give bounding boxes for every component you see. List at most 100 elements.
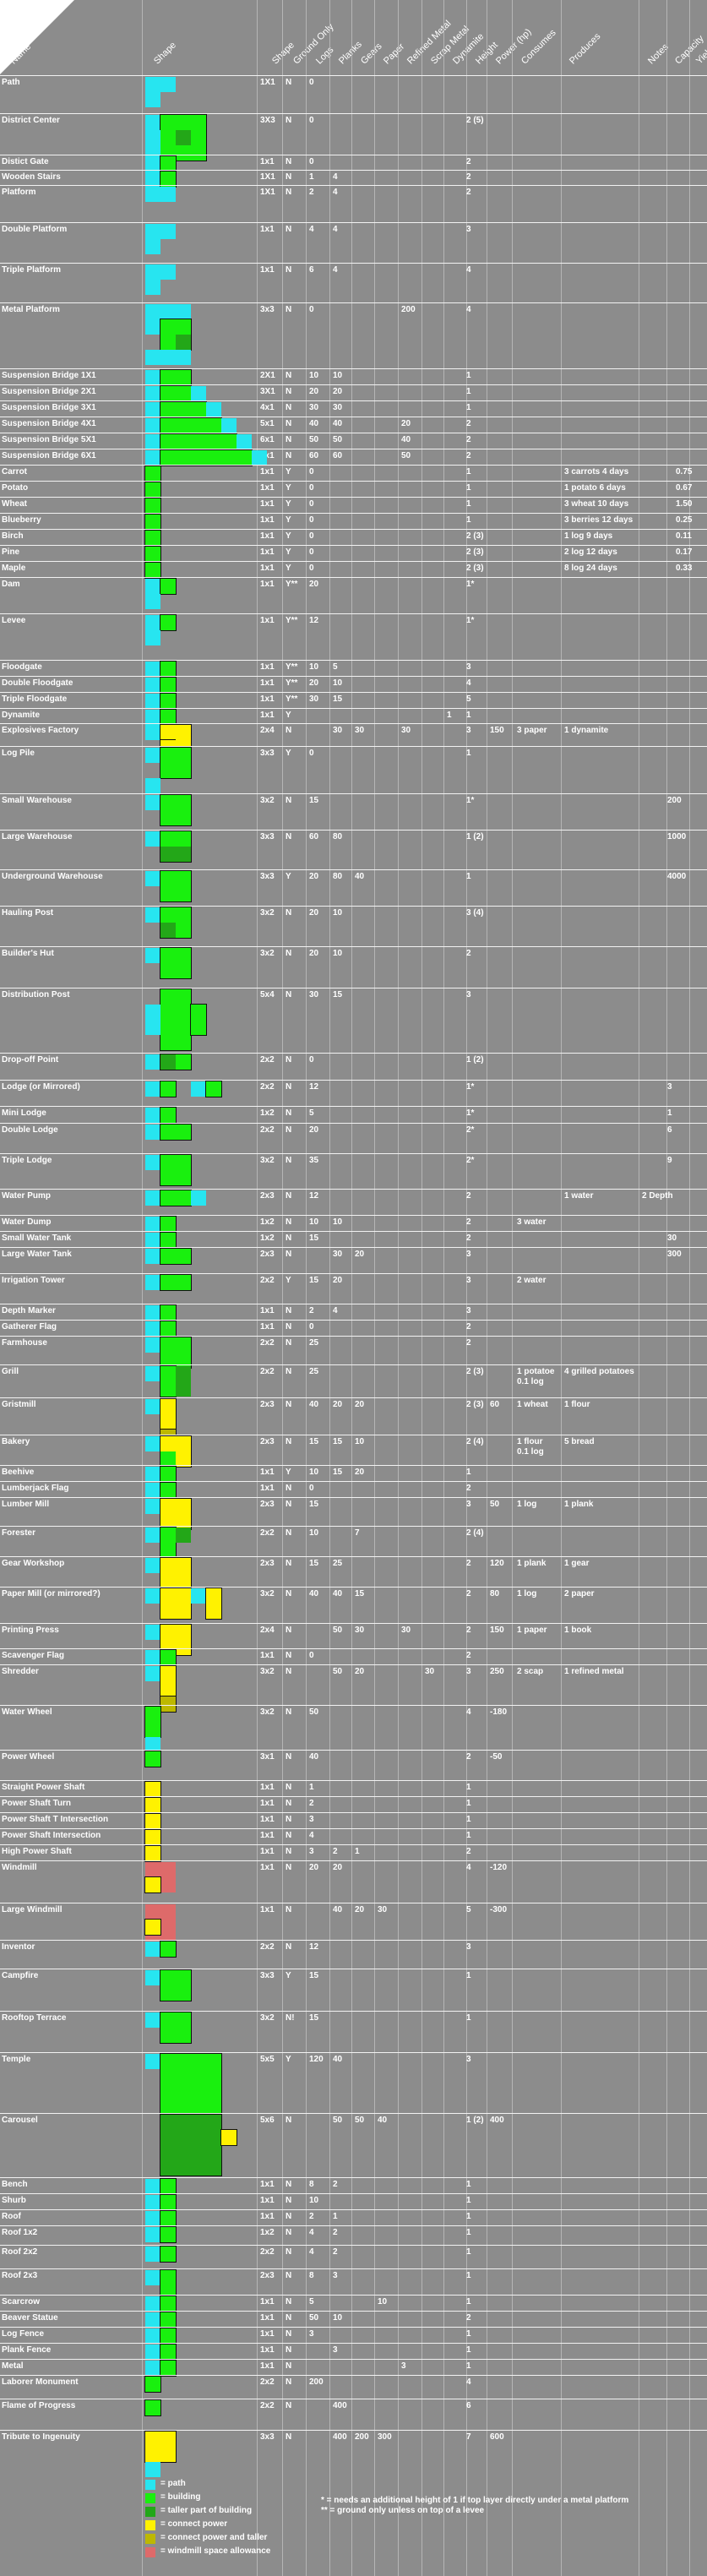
row-separator: [0, 1828, 707, 1829]
planks-cell: 4: [333, 1306, 338, 1315]
column-gridline: [306, 0, 307, 2576]
shape-cell: 2x3: [260, 1500, 275, 1509]
row-separator: [0, 561, 707, 562]
planks-cell: 60: [333, 451, 343, 460]
power-cell: 120: [490, 1559, 504, 1568]
row-separator: [0, 1053, 707, 1054]
gears-cell: 20: [355, 1667, 365, 1676]
ground-cell: N: [286, 2212, 292, 2221]
building-name: Suspension Bridge 4X1: [2, 419, 96, 428]
shape-cell: [205, 1588, 222, 1620]
ground-cell: N: [286, 1831, 292, 1840]
height-cell: 2*: [466, 1156, 475, 1165]
logs-cell: 10: [309, 1217, 319, 1227]
shape-cell: 5x4: [260, 990, 275, 999]
row-separator: [0, 2193, 707, 2194]
table-row: Grill 2x2 N 25 2 (3) 1 potatoe 4 grilled potat…: [0, 1365, 707, 1397]
shape-cell: [191, 1081, 206, 1097]
planks-cell: 40: [333, 1589, 343, 1598]
shape-cell: 3x2: [260, 949, 275, 958]
table-row: Double Platform 1x1 N 4 4 3: [0, 224, 707, 254]
row-separator: [0, 368, 707, 369]
ground-cell: Y: [286, 564, 291, 573]
shape-cell: [145, 725, 160, 740]
shape-cell: 1x2: [260, 2228, 275, 2237]
shape-cell: [145, 2211, 160, 2226]
shape-cell: [145, 2312, 160, 2328]
paper-cell: 300: [378, 2432, 392, 2442]
shape-cell: [145, 187, 160, 202]
shape-cell: [145, 115, 160, 130]
building-name: Underground Warehouse: [2, 872, 103, 881]
column-gridline: [689, 0, 690, 2576]
building-name: Forester: [2, 1528, 36, 1538]
column-header: Logs: [314, 45, 336, 67]
building-name: Suspension Bridge 6X1: [2, 451, 96, 460]
ground-cell: N: [286, 1234, 292, 1243]
shape-cell: [144, 2399, 161, 2416]
shape-cell: [176, 1528, 191, 1543]
table-row: Power Shaft T Intersection 1x1 N 3 1: [0, 1813, 707, 1830]
planks-cell: 30: [333, 1250, 343, 1259]
shape-cell: [145, 907, 160, 923]
header: Name Shape Shape Ground Only Logs Planks Gears…: [0, 0, 707, 74]
table-row: Mini Lodge 1x2 N 5 1* 1: [0, 1107, 707, 1124]
ground-cell: Y: [286, 711, 291, 720]
building-name: Suspension Bridge 1X1: [2, 371, 96, 380]
shape-cell: [190, 1004, 207, 1036]
shape-cell: [160, 1232, 177, 1249]
shape-cell: [160, 369, 192, 386]
notes-cell: 2 log 12 days: [564, 547, 617, 557]
shape-cell: 3x1: [260, 1752, 275, 1762]
ground-cell: N: [286, 1338, 292, 1348]
shape-cell: 1x1: [260, 515, 275, 525]
consumes-cell: 3 water: [517, 1217, 547, 1227]
height-cell: 2 (3): [466, 1400, 484, 1409]
shape-cell: 1x1: [260, 2196, 275, 2205]
row-separator: [0, 708, 707, 709]
yield-cell: 1.50: [676, 499, 693, 509]
ground-cell: N: [286, 1082, 292, 1092]
shape-cell: [144, 514, 161, 531]
capacity-cell: 1000: [667, 832, 687, 841]
building-name: Double Lodge: [2, 1125, 58, 1135]
shape-cell: 1X1: [260, 188, 275, 197]
header-corner: [0, 0, 74, 74]
logs-cell: 2: [309, 2212, 314, 2221]
planks-cell: 30: [333, 726, 343, 735]
row-separator: [0, 1336, 707, 1337]
height-cell: 1 (2): [466, 2116, 484, 2125]
building-name: Grill: [2, 1367, 19, 1376]
consumes-cell: 0.1 log: [517, 1377, 544, 1386]
shape-cell: [145, 77, 160, 92]
building-name: Water Pump: [2, 1191, 51, 1201]
shape-cell: 1x1: [260, 467, 275, 477]
logs-cell: 4: [309, 1831, 314, 1840]
ground-cell: N: [286, 1626, 292, 1635]
table-row: Suspension Bridge 3X1 4x1 N 30 30 1: [0, 401, 707, 418]
row-separator: [0, 1189, 707, 1190]
ground-cell: N: [286, 1055, 292, 1065]
height-cell: 2: [466, 1217, 471, 1227]
height-cell: 1: [466, 1815, 471, 1824]
shape-cell: [160, 709, 177, 726]
shape-cell: [145, 2462, 160, 2477]
ground-cell: N: [286, 2180, 292, 2189]
ground-cell: Y: [286, 749, 291, 758]
logs-cell: 20: [309, 387, 319, 396]
row-separator: [0, 1320, 707, 1321]
shape-cell: [160, 2344, 177, 2361]
notes-cell: 3 carrots 4 days: [564, 467, 629, 477]
planks-cell: 4: [333, 172, 338, 182]
gears-cell: 20: [355, 1400, 365, 1409]
shape-cell: [160, 1304, 177, 1321]
height-cell: 1: [466, 515, 471, 525]
notes-cell: 3 wheat 10 days: [564, 499, 629, 509]
planks-cell: 50: [333, 435, 343, 444]
building-name: Farmhouse: [2, 1338, 47, 1348]
height-cell: 3: [466, 1942, 471, 1952]
consumes-cell: 3 paper: [517, 726, 547, 735]
logs-cell: 20: [309, 949, 319, 958]
height-cell: 4: [466, 1707, 471, 1717]
ground-cell: Y: [286, 1468, 291, 1477]
